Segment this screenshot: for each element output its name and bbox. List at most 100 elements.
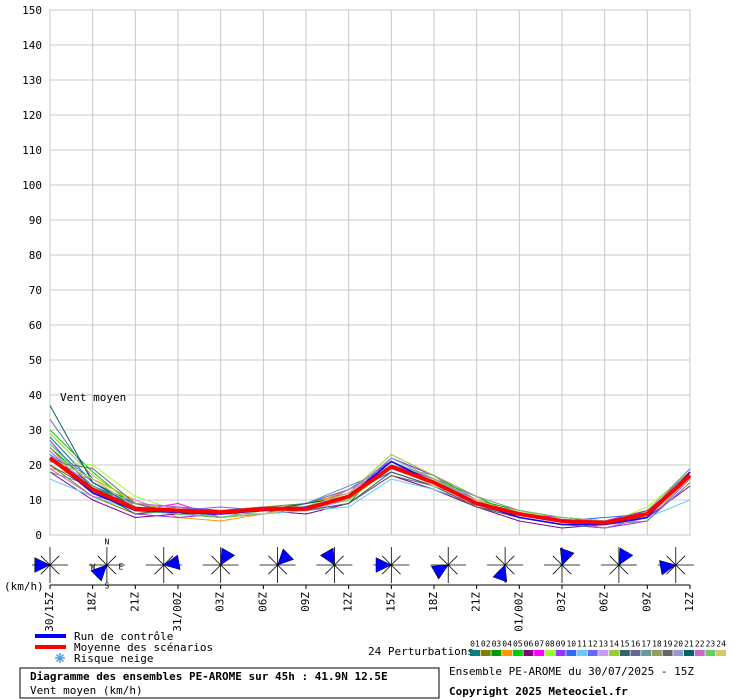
compass-label: E <box>118 563 123 572</box>
legend-swatch <box>673 650 684 656</box>
legend-label: 17 <box>641 640 651 649</box>
legend-label: 16 <box>631 640 641 649</box>
legend-swatch <box>534 650 545 656</box>
legend-swatch <box>609 650 620 656</box>
legend-label: 03 <box>492 640 502 649</box>
rose-spoke <box>675 555 686 566</box>
rose-spoke <box>334 564 344 575</box>
y-tick-label: 150 <box>22 4 42 17</box>
series-line <box>48 456 692 525</box>
y-unit: (km/h) <box>4 580 44 593</box>
compass-label: W <box>90 563 95 572</box>
legend-label: 08 <box>545 640 555 649</box>
legend-swatch <box>502 650 513 656</box>
rose-spoke <box>40 564 51 575</box>
legend-swatch <box>705 650 716 656</box>
y-tick-label: 80 <box>29 249 42 262</box>
legend-label: 20 <box>673 640 683 649</box>
legend-swatch <box>716 650 727 656</box>
rose-wedge <box>220 547 236 566</box>
rose-spoke <box>504 555 515 566</box>
legend-swatch <box>491 650 502 656</box>
legend-label: 10 <box>566 640 576 649</box>
x-tick-label: 21Z <box>470 592 483 612</box>
x-tick-label: 30/15Z <box>43 592 56 632</box>
rose-spoke <box>220 564 231 575</box>
rose-spoke <box>609 555 620 566</box>
legend-label: 19 <box>663 640 673 649</box>
rose-spoke <box>609 564 620 575</box>
compass-label: S <box>104 582 109 591</box>
rose-spoke <box>675 564 686 575</box>
legend-swatch <box>577 650 587 656</box>
rose-wedge <box>375 557 392 573</box>
rose-spoke <box>268 564 278 575</box>
legend-label: Run de contrôle <box>74 630 173 643</box>
legend-label: 11 <box>577 640 587 649</box>
legend-label: 01 <box>470 640 480 649</box>
x-tick-label: 01/00Z <box>512 592 525 632</box>
rose-spoke <box>154 564 165 575</box>
y-tick-label: 110 <box>22 144 42 157</box>
lines <box>48 405 692 529</box>
legend-swatch <box>598 650 609 656</box>
legend-swatch <box>662 650 673 656</box>
legend-label: 13 <box>599 640 609 649</box>
rose-spoke <box>666 564 677 575</box>
rose-spoke <box>495 555 506 566</box>
legend-label: 09 <box>556 640 566 649</box>
legend-label: 06 <box>524 640 534 649</box>
x-tick-label: 18Z <box>86 592 99 612</box>
x-tick-label: 15Z <box>384 592 397 612</box>
rose-spoke <box>324 564 335 575</box>
rose-wedge <box>560 547 575 566</box>
x-tick-label: 09Z <box>640 592 653 612</box>
rose-spoke <box>561 564 572 575</box>
x-tick-label: 03Z <box>214 592 227 612</box>
annotation: Vent moyen <box>60 391 126 404</box>
rose-spoke <box>438 555 449 566</box>
legend-label: 21 <box>684 640 694 649</box>
y-tick-label: 140 <box>22 39 42 52</box>
legend-label: 05 <box>513 640 523 649</box>
x-tick-label: 06Z <box>598 592 611 612</box>
rose-spoke <box>154 555 165 566</box>
legend-label: 07 <box>534 640 544 649</box>
y-tick-label: 130 <box>22 74 42 87</box>
rose-spoke <box>447 555 458 566</box>
chart-subtitle: Vent moyen (km/h) <box>30 684 143 697</box>
compass-label: N <box>104 538 109 547</box>
y-tick-label: 20 <box>29 459 42 472</box>
copyright: Copyright 2025 Meteociel.fr <box>449 685 628 698</box>
rose-spoke <box>381 564 392 575</box>
rose-spoke <box>381 555 392 566</box>
legend-swatch <box>630 650 641 656</box>
rose-wedge <box>659 560 677 576</box>
rose-spoke <box>211 564 221 575</box>
title-box <box>19 667 440 699</box>
legend-label: Risque neige <box>74 652 153 665</box>
y-tick-label: 60 <box>29 319 42 332</box>
rose-spoke <box>552 555 563 566</box>
legend-swatch <box>684 650 694 656</box>
x-tick-label: 09Z <box>299 592 312 612</box>
rose-wedge <box>430 564 449 580</box>
y-tick-label: 30 <box>29 424 42 437</box>
legend-label: 12 <box>588 640 598 649</box>
legend-label: 23 <box>706 640 716 649</box>
chart-title: Diagramme des ensembles PE-AROME sur 45h… <box>30 670 388 683</box>
y-tick-label: 50 <box>29 354 42 367</box>
rose-wedge <box>90 564 108 582</box>
rose-spoke <box>391 564 401 575</box>
rose-spoke <box>334 555 344 566</box>
legend-swatch <box>587 650 598 656</box>
legend-swatch <box>523 650 534 656</box>
x-tick-label: 06Z <box>256 592 269 612</box>
rose-spoke <box>40 555 51 566</box>
rose-spoke <box>552 564 563 575</box>
rose-spoke <box>277 564 288 575</box>
legend-swatch <box>544 650 555 656</box>
rose-wedge <box>163 554 181 570</box>
y-tick-label: 70 <box>29 284 42 297</box>
